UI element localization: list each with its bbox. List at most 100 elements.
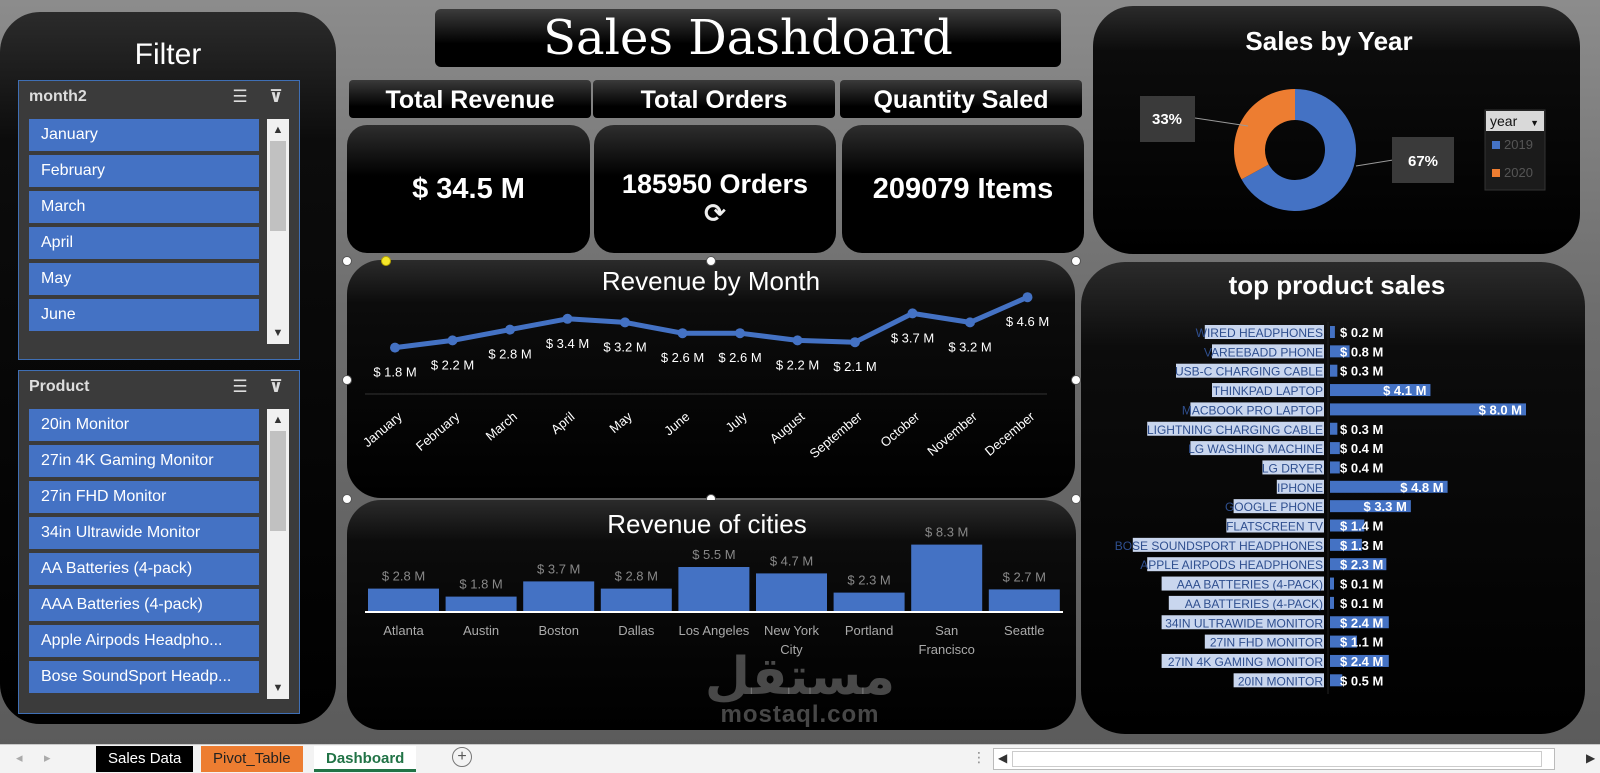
- category-label: IPHONE: [1277, 481, 1323, 495]
- data-label: $ 5.5 M: [692, 547, 735, 562]
- x-tick-label: July: [723, 408, 751, 435]
- category-label-bg: [1147, 557, 1324, 572]
- scroll-left-icon[interactable]: ◀: [998, 751, 1008, 765]
- data-label: $ 2.4 M: [1340, 654, 1383, 669]
- horizontal-scrollbar[interactable]: ◀: [993, 748, 1555, 770]
- month-slicer: month2 ☰ ⊽ January February March April May J…: [18, 80, 300, 360]
- data-point: [792, 335, 803, 346]
- label-box: [1140, 96, 1195, 142]
- multi-select-icon[interactable]: ☰: [232, 87, 248, 106]
- legend-item[interactable]: 2020: [1504, 165, 1533, 180]
- sheet-tab-bar: ◂ ▸ Sales Data Pivot_Table Dashboard + ⋮…: [0, 744, 1600, 773]
- data-label: $ 0.3 M: [1340, 364, 1383, 379]
- slicer-item[interactable]: February: [29, 155, 259, 187]
- category-label-bg: [1161, 576, 1324, 591]
- bar: [1330, 519, 1365, 532]
- data-label: $ 4.6 M: [1006, 314, 1049, 329]
- prev-sheet-icon[interactable]: ◂: [16, 750, 23, 765]
- kpi-value-quantity: 209079 Items: [872, 173, 1054, 205]
- resize-handle[interactable]: [342, 256, 352, 266]
- slicer-item[interactable]: 34in Ultrawide Monitor: [29, 517, 259, 549]
- resize-handle[interactable]: [1071, 494, 1081, 504]
- data-label: $ 2.3 M: [847, 573, 890, 588]
- scroll-right-icon[interactable]: ▶: [1586, 751, 1596, 765]
- next-sheet-icon[interactable]: ▸: [44, 750, 51, 765]
- kpi-card-quantity: 209079 Items: [842, 125, 1084, 253]
- slicer-item[interactable]: 27in 4K Gaming Monitor: [29, 445, 259, 477]
- data-label: $ 0.1 M: [1340, 577, 1383, 592]
- category-label-bg: [1226, 518, 1324, 533]
- revenue-of-cities-panel[interactable]: Revenue of cities $ 2.8 M Atlanta $ 1.8 M A…: [347, 500, 1076, 730]
- resize-handle[interactable]: [1071, 375, 1081, 385]
- category-label: VAREEBADD PHONE: [1204, 345, 1323, 359]
- product-slicer-scrollbar[interactable]: ▲ ▼: [267, 409, 289, 699]
- bar: [1330, 616, 1389, 629]
- data-label: $ 2.8 M: [382, 569, 425, 584]
- adjust-handle[interactable]: [381, 256, 391, 266]
- bar: [1330, 345, 1350, 358]
- slicer-item[interactable]: Bose SoundSport Headp...: [29, 661, 259, 693]
- kpi-card-orders[interactable]: 185950 Orders ⟳: [594, 125, 836, 253]
- scroll-down-icon[interactable]: ▼: [272, 682, 284, 694]
- resize-handle[interactable]: [1071, 256, 1081, 266]
- product-slicer-list: 20in Monitor 27in 4K Gaming Monitor 27in F…: [29, 409, 259, 699]
- scroll-thumb[interactable]: [1012, 751, 1542, 767]
- bar: [1330, 442, 1340, 455]
- clear-filter-icon[interactable]: ⊽: [269, 377, 283, 396]
- legend-filter-button[interactable]: [1486, 111, 1544, 131]
- slicer-item[interactable]: Apple Airpods Headpho...: [29, 625, 259, 657]
- rotate-handle-icon[interactable]: ⟳: [704, 198, 726, 228]
- category-label: APPLE AIRPODS HEADPHONES: [1140, 558, 1323, 572]
- category-label-bg: [1168, 595, 1324, 610]
- data-point: [562, 313, 573, 324]
- kpi-label-revenue: Total Revenue: [349, 80, 591, 118]
- resize-handle[interactable]: [342, 375, 352, 385]
- slicer-item[interactable]: March: [29, 191, 259, 223]
- slicer-item[interactable]: 20in Monitor: [29, 409, 259, 441]
- month-slicer-list: January February March April May June: [29, 119, 259, 344]
- resize-handle[interactable]: [706, 256, 716, 266]
- chart-title: top product sales: [1229, 270, 1446, 300]
- filter-title: Filter: [134, 38, 202, 71]
- tab-pivot-table[interactable]: Pivot_Table: [201, 746, 303, 772]
- category-label: 27IN 4K GAMING MONITOR: [1168, 655, 1323, 669]
- scroll-up-icon[interactable]: ▲: [272, 124, 284, 136]
- dropdown-arrow-icon[interactable]: ▼: [1530, 118, 1539, 128]
- add-sheet-icon[interactable]: +: [452, 747, 472, 767]
- data-label: $ 3.2 M: [948, 339, 991, 354]
- category-label-bg: [1132, 537, 1324, 552]
- category-label: THINKPAD LAPTOP: [1213, 384, 1323, 398]
- slicer-item[interactable]: June: [29, 299, 259, 331]
- month-slicer-scrollbar[interactable]: ▲ ▼: [267, 119, 289, 344]
- scroll-up-icon[interactable]: ▲: [272, 414, 284, 426]
- scroll-thumb[interactable]: [270, 141, 286, 231]
- category-label: 27IN FHD MONITOR: [1210, 636, 1323, 650]
- data-label: $ 2.7 M: [1003, 569, 1046, 584]
- resize-handle[interactable]: [342, 494, 352, 504]
- bar: [1330, 384, 1431, 397]
- top-product-sales-panel[interactable]: top product sales WIRED HEADPHONES $ 0.2 …: [1081, 262, 1585, 734]
- slicer-item[interactable]: AA Batteries (4-pack): [29, 553, 259, 585]
- data-point: [390, 342, 400, 353]
- category-label: AAA BATTERIES (4-PACK): [1177, 578, 1323, 592]
- legend-item[interactable]: 2019: [1504, 137, 1533, 152]
- legend-swatch: [1492, 169, 1500, 177]
- data-label: $ 1.8 M: [459, 577, 502, 592]
- slicer-item[interactable]: May: [29, 263, 259, 295]
- slicer-item[interactable]: 27in FHD Monitor: [29, 481, 259, 513]
- revenue-by-month-panel[interactable]: Revenue by Month $ 1.8 M January $ 2.2 M Fe…: [347, 260, 1075, 498]
- tab-sales-data[interactable]: Sales Data: [96, 746, 194, 772]
- split-handle-icon[interactable]: ⋮: [972, 749, 986, 765]
- sales-by-year-panel[interactable]: Sales by Year 67% 33% year ▼ 2019 2020: [1093, 6, 1580, 254]
- multi-select-icon[interactable]: ☰: [232, 377, 248, 396]
- slicer-item[interactable]: AAA Batteries (4-pack): [29, 589, 259, 621]
- slicer-item[interactable]: January: [29, 119, 259, 151]
- scroll-down-icon[interactable]: ▼: [272, 327, 284, 339]
- slicer-item[interactable]: April: [29, 227, 259, 259]
- tab-dashboard[interactable]: Dashboard: [314, 746, 417, 772]
- series-line: [394, 294, 1029, 351]
- data-label: 67%: [1408, 153, 1438, 170]
- clear-filter-icon[interactable]: ⊽: [269, 87, 283, 106]
- scroll-thumb[interactable]: [270, 431, 286, 531]
- category-label: GOOGLE PHONE: [1225, 500, 1323, 514]
